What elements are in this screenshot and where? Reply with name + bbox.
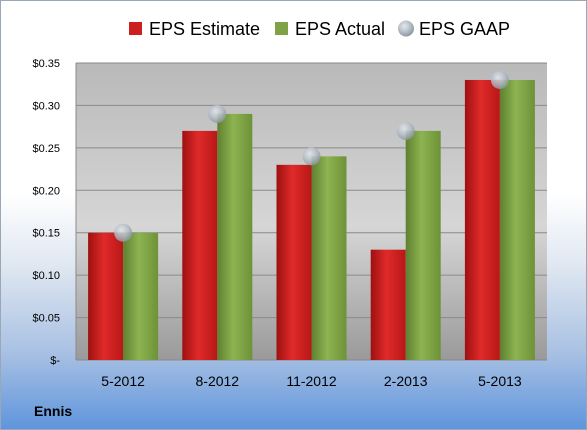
x-axis-categories: 5-2012 8-2012 11-2012 2-2013 5-2013 (101, 373, 522, 389)
y-tick-label: $0.35 (32, 58, 60, 70)
x-category-label: 5-2013 (478, 373, 522, 389)
y-tick-label: $0.30 (32, 100, 60, 112)
bars (88, 79, 535, 361)
bar-eps-estimate-8-2012 (182, 130, 218, 360)
x-category-label: 8-2012 (196, 373, 240, 389)
y-tick-label: $0.15 (32, 228, 60, 240)
y-tick-label: $- (50, 355, 60, 367)
legend-eps-gaap-label: EPS GAAP (419, 19, 510, 39)
company-label: Ennis (34, 403, 73, 419)
legend-eps-actual-label: EPS Actual (295, 19, 385, 39)
point-eps-gaap-8-2012 (208, 104, 227, 123)
bar-eps-estimate-5-2012 (88, 232, 124, 360)
point-eps-gaap-11-2012 (302, 147, 321, 166)
legend-eps-estimate-swatch (129, 22, 142, 35)
bar-eps-actual-5-2012 (123, 232, 159, 360)
x-category-label: 2-2013 (384, 373, 428, 389)
bar-eps-estimate-2-2013 (370, 249, 406, 360)
bar-eps-actual-8-2012 (217, 113, 253, 361)
bar-eps-estimate-11-2012 (276, 164, 312, 360)
y-tick-label: $0.10 (32, 270, 60, 282)
point-eps-gaap-5-2012 (114, 223, 133, 242)
point-eps-gaap-5-2013 (490, 70, 509, 89)
legend-eps-gaap-swatch (398, 20, 414, 37)
bar-eps-actual-11-2012 (311, 156, 347, 360)
legend-eps-actual-swatch (275, 22, 288, 35)
bar-eps-actual-5-2013 (499, 79, 535, 360)
bar-eps-actual-2-2013 (405, 130, 441, 360)
bar-eps-estimate-5-2013 (464, 79, 500, 360)
legend: EPS Estimate EPS Actual EPS GAAP (129, 19, 510, 39)
y-tick-label: $0.25 (32, 143, 60, 155)
x-category-label: 5-2012 (101, 373, 145, 389)
legend-eps-estimate-label: EPS Estimate (149, 19, 260, 39)
y-tick-label: $0.05 (32, 313, 60, 325)
x-category-label: 11-2012 (286, 373, 337, 389)
gaap-points (114, 70, 509, 242)
y-tick-label: $0.20 (32, 185, 60, 197)
point-eps-gaap-2-2013 (396, 121, 415, 140)
y-axis-ticks: $- $0.05 $0.10 $0.15 $0.20 $0.25 $0.30 $0.35 (32, 58, 60, 367)
